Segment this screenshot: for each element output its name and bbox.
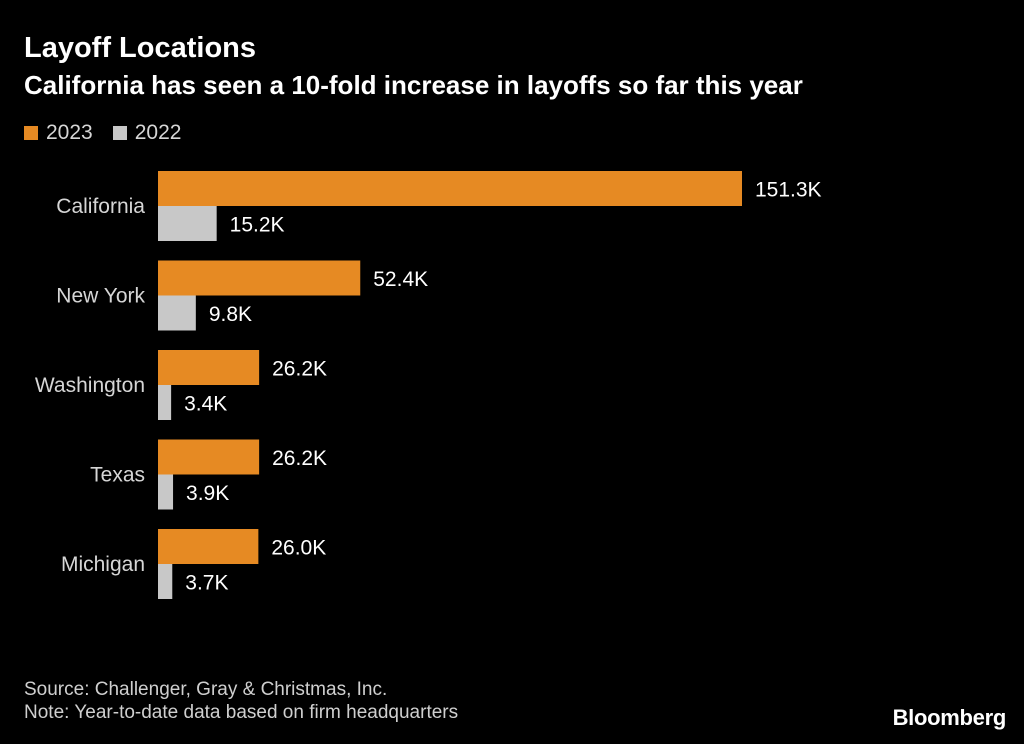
legend-swatch-2022 <box>112 126 127 140</box>
bar-2022-new-york <box>158 295 196 331</box>
category-label-california: California <box>56 195 145 218</box>
data-label-2022-new-york: 9.8K <box>209 303 252 326</box>
category-label-michigan: Michigan <box>61 553 145 576</box>
legend-label-2023: 2023 <box>46 121 93 144</box>
data-label-2023-michigan: 26.0K <box>271 537 326 560</box>
data-label-2023-new-york: 52.4K <box>373 268 428 291</box>
category-label-texas: Texas <box>90 464 145 487</box>
data-label-2023-washington: 26.2K <box>272 358 327 381</box>
category-label-new-york: New York <box>56 285 145 308</box>
chart-subtitle: California has seen a 10-fold increase i… <box>24 70 803 100</box>
data-label-2022-michigan: 3.7K <box>185 572 228 595</box>
chart-title: Layoff Locations <box>24 32 257 64</box>
bar-2022-washington <box>158 385 172 420</box>
note-text: Note: Year-to-date data based on firm he… <box>24 702 459 723</box>
data-label-2023-texas: 26.2K <box>272 447 327 470</box>
source-text: Source: Challenger, Gray & Christmas, In… <box>24 679 388 700</box>
bar-2023-washington <box>158 350 260 385</box>
data-label-2023-california: 151.3K <box>755 179 822 202</box>
bar-2023-california <box>158 171 742 206</box>
bar-2023-texas <box>158 439 260 475</box>
data-label-2022-washington: 3.4K <box>184 393 227 416</box>
chart-footer: Source: Challenger, Gray & Christmas, In… <box>24 678 458 724</box>
category-label-washington: Washington <box>35 374 145 397</box>
bar-2022-michigan <box>158 564 173 599</box>
bar-2023-new-york <box>158 260 361 296</box>
bloomberg-logo: Bloomberg <box>892 705 1007 730</box>
data-label-2022-california: 15.2K <box>230 214 285 237</box>
legend-item-2022: 2022 <box>112 121 182 145</box>
chart-legend: 2023 2022 <box>24 121 201 145</box>
bar-2022-california <box>158 206 217 241</box>
legend-label-2022: 2022 <box>134 121 182 144</box>
bar-2023-michigan <box>158 529 259 564</box>
bar-2022-texas <box>158 474 174 510</box>
data-label-2022-texas: 3.9K <box>186 482 229 505</box>
legend-item-2023: 2023 <box>24 121 93 145</box>
legend-swatch-2023 <box>24 126 38 140</box>
